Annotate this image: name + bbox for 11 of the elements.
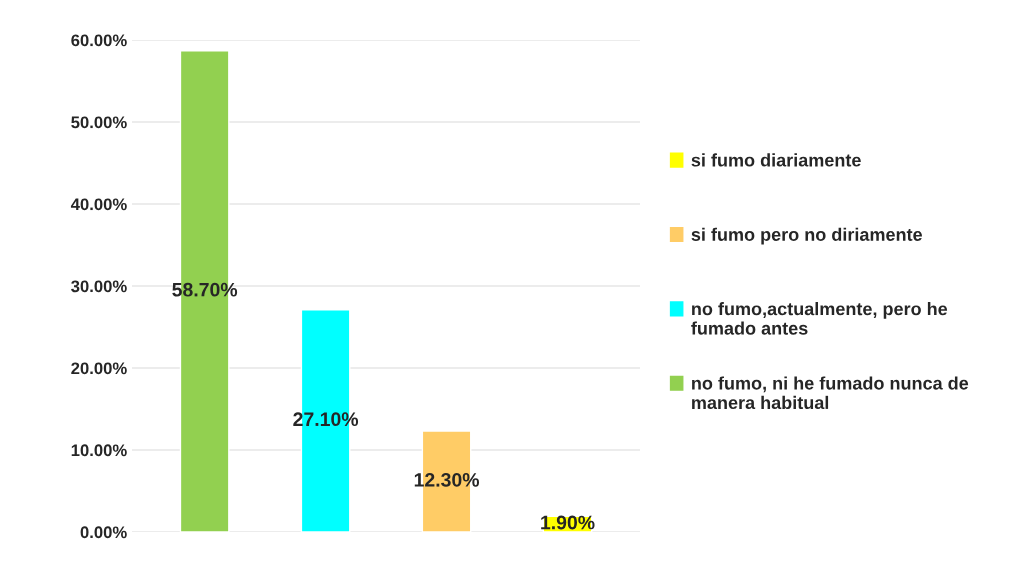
legend-label: si fumo pero no diriamente bbox=[691, 227, 923, 245]
y-tick-label: 30.00% bbox=[71, 280, 127, 293]
legend-label: no fumo,actualmente, pero he fumado antes bbox=[691, 302, 948, 335]
y-tick-label: 40.00% bbox=[70, 198, 127, 211]
y-tick-label: 50.00% bbox=[71, 116, 127, 129]
legend-label: no fumo, ni he fumado nunca de manera habitual bbox=[692, 376, 969, 410]
y-tick-label: 60.00% bbox=[71, 34, 127, 47]
y-tick-label: 0.00% bbox=[80, 526, 127, 539]
y-tick-label: 10.00% bbox=[71, 444, 127, 457]
y-tick-label: 20.00% bbox=[71, 362, 127, 375]
legend-label: si fumo diariamente bbox=[691, 153, 861, 167]
